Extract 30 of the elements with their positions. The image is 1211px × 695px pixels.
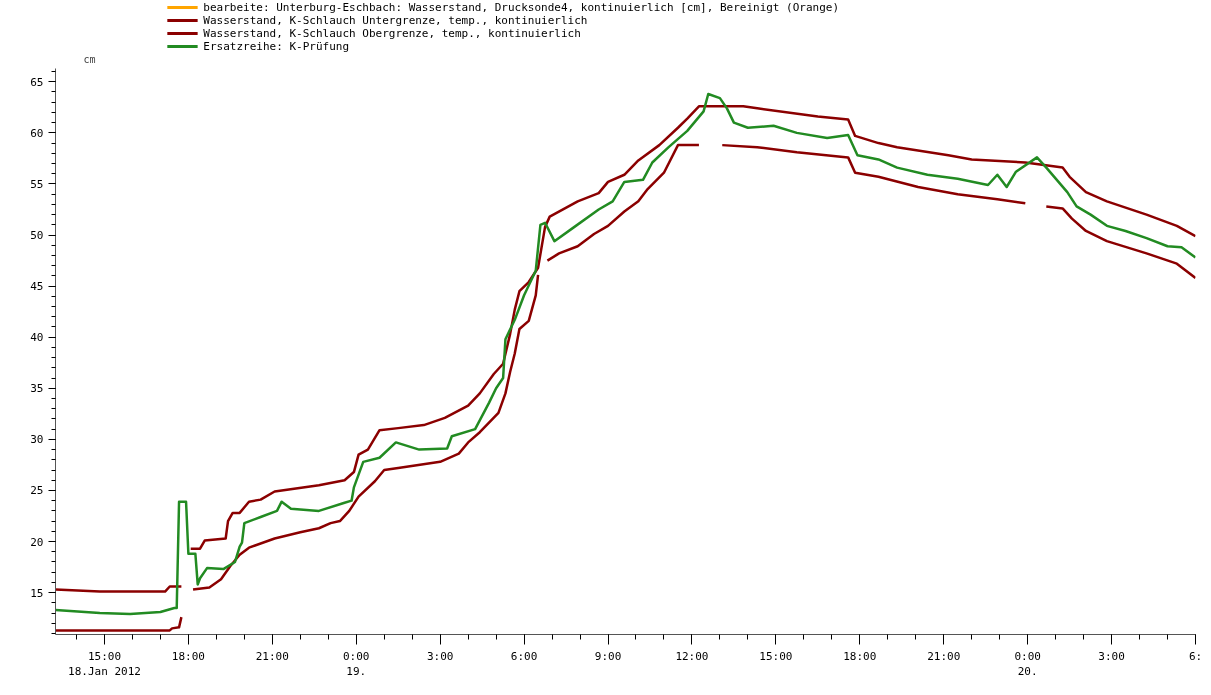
x-tick-label: 12:00 xyxy=(675,649,709,663)
legend-label: Ersatzreihe: K-Prüfung xyxy=(203,40,350,53)
x-tick-label: 21:00 xyxy=(255,649,289,663)
y-tick-label: 55 xyxy=(30,177,44,191)
x-tick-label: 6:00 xyxy=(510,649,538,663)
legend-label: Wasserstand, K-Schlauch Obergrenze, temp., kontinuierlich xyxy=(203,27,581,40)
y-tick-label: 45 xyxy=(30,280,44,294)
x-tick-label: 3:00 xyxy=(1098,649,1125,663)
x-tick-label: 15:00 xyxy=(759,649,793,663)
y-tick-label: 20 xyxy=(30,535,44,549)
y-tick-label: 15 xyxy=(30,586,44,600)
y-tick-label: 35 xyxy=(30,382,44,396)
x-tick-label: 21:00 xyxy=(927,649,961,663)
x-tick-label: 3:00 xyxy=(426,649,454,663)
legend-label: Wasserstand, K-Schlauch Untergrenze, temp., kontinuierlich xyxy=(203,14,588,27)
y-tick-label: 60 xyxy=(30,126,44,140)
x-tick-label: 0:00 20. xyxy=(1014,649,1041,679)
y-tick-label: 65 xyxy=(30,75,44,89)
y-tick-label: 50 xyxy=(30,229,44,243)
legend-label: bearbeite: Unterburg-Eschbach: Wasserstand, Drucksonde4, kontinuierlich [cm], Bereinigt (Orange) xyxy=(203,1,840,14)
y-tick-label: 40 xyxy=(30,331,44,345)
x-tick-label: 0:00 19. xyxy=(342,649,370,679)
x-tick-label: 6: xyxy=(1188,649,1203,663)
x-tick-label: 18:00 xyxy=(171,649,205,663)
x-tick-label: 9:00 xyxy=(594,649,622,663)
x-tick-label: 18:00 xyxy=(843,649,877,663)
y-tick-label: 30 xyxy=(30,433,44,447)
y-axis-title: cm xyxy=(83,53,96,65)
x-tick-label: 15:00 18.Jan 2012 xyxy=(68,649,141,679)
y-tick-label: 25 xyxy=(30,484,44,498)
